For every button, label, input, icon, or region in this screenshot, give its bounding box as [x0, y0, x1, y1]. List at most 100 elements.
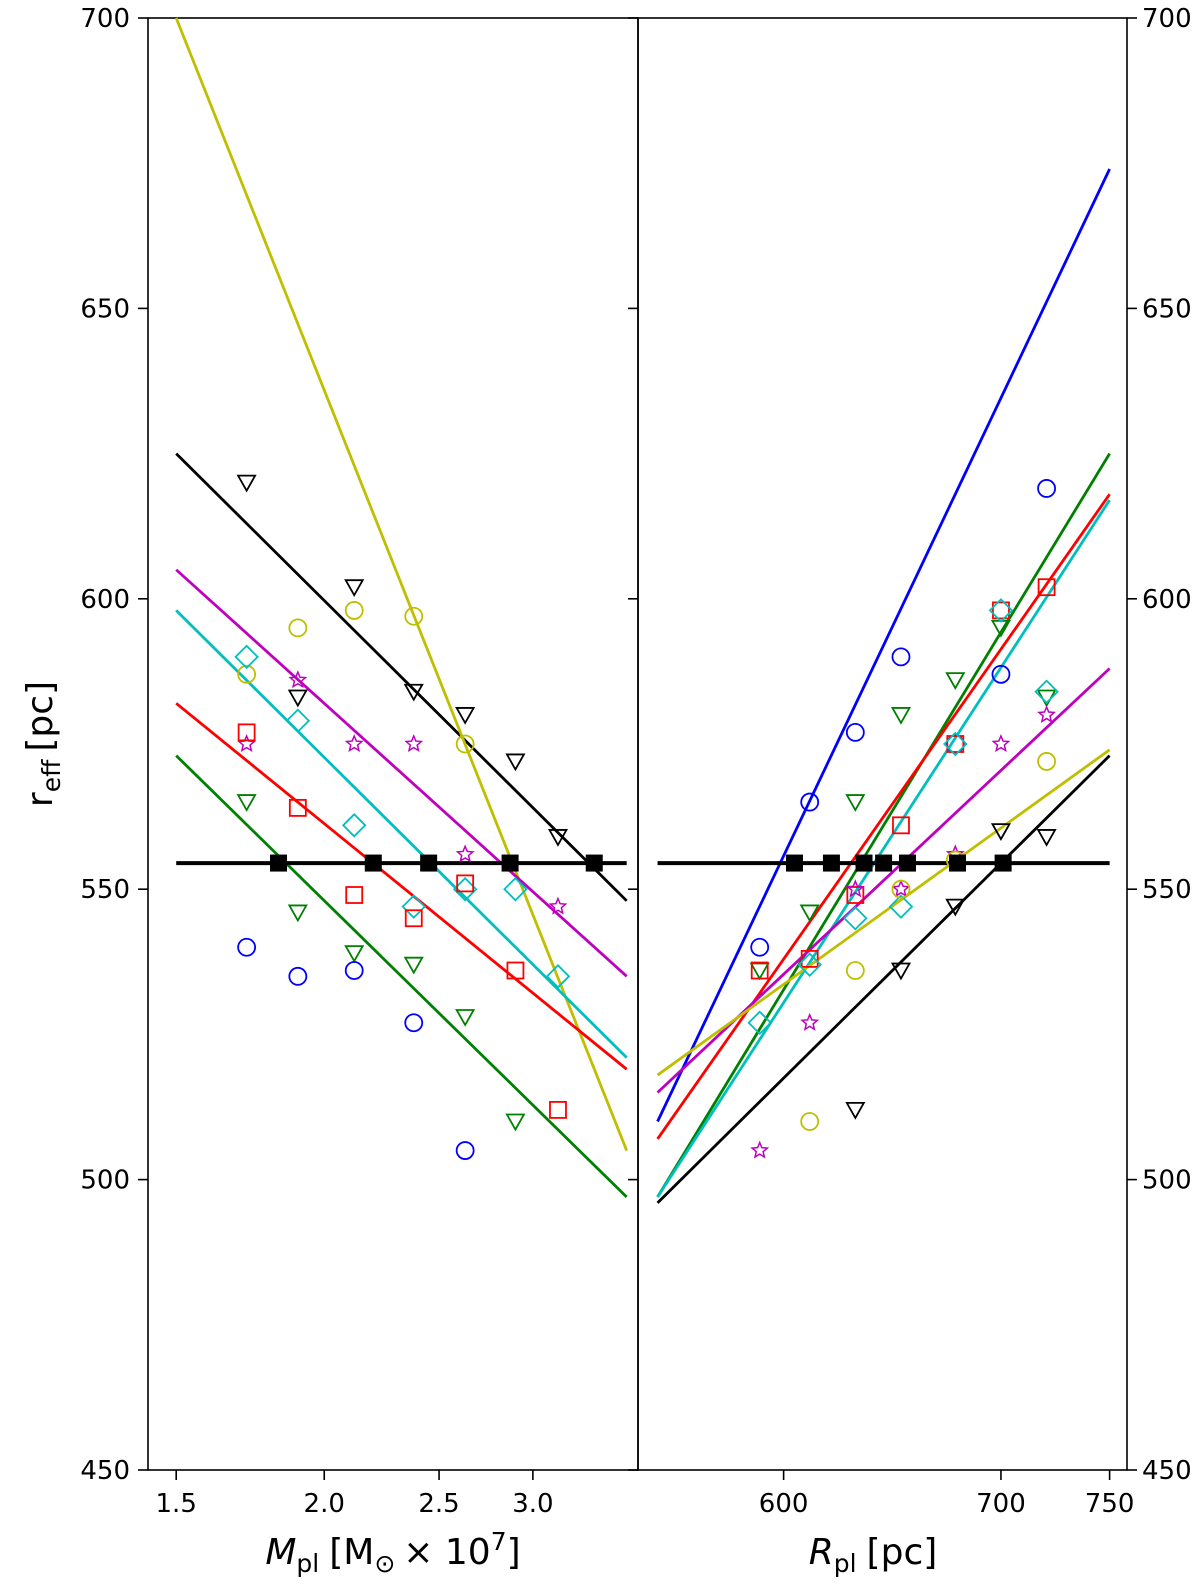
- x-tick-label-right: 700: [976, 1489, 1026, 1519]
- point-magenta-star: [750, 1140, 770, 1159]
- point-black-triangle-down: [455, 707, 476, 725]
- y-axis-label: reff [pc]: [20, 681, 66, 807]
- point-red-square: [456, 874, 475, 893]
- x-label-right-sub: pl: [834, 1549, 857, 1578]
- x-label-left-close: ]: [507, 1532, 521, 1573]
- point-green-triangle-down: [749, 962, 770, 981]
- reference-point-right: [948, 854, 966, 872]
- point-green-triangle-down: [845, 794, 866, 812]
- x-tick-label-left: 3.0: [512, 1489, 553, 1519]
- point-red-square: [992, 601, 1010, 620]
- x-label-left-unit: [M: [329, 1532, 374, 1573]
- reference-point-right: [785, 854, 803, 872]
- point-magenta-star: [288, 670, 308, 689]
- x-tick-label-left: 2.0: [304, 1489, 345, 1519]
- point-yellow-circle: [455, 734, 475, 754]
- y-tick-label-right: 700: [1142, 4, 1192, 34]
- fit-line-magenta: [656, 667, 1111, 1094]
- fit-line-red: [175, 702, 628, 1071]
- point-green-triangle-down: [455, 1009, 476, 1027]
- point-red-square: [846, 886, 865, 904]
- reference-point-left: [364, 854, 382, 872]
- point-black-triangle-down: [945, 898, 966, 917]
- x-label-right: Rpl [pc]: [809, 1532, 938, 1578]
- x-label-left-sun: ⊙: [374, 1549, 395, 1578]
- point-cyan-diamond: [747, 1010, 772, 1036]
- point-blue-circle: [404, 1013, 424, 1033]
- point-cyan-diamond: [988, 598, 1014, 623]
- point-red-square: [750, 961, 769, 980]
- point-red-square: [506, 961, 525, 980]
- y-label-main: r: [20, 792, 61, 807]
- point-cyan-diamond: [943, 731, 968, 757]
- point-red-square: [404, 909, 423, 928]
- point-black-triangle-down: [990, 823, 1011, 841]
- x-tick-label-left: 2.5: [418, 1489, 459, 1519]
- x-label-right-unit: [pc]: [867, 1532, 938, 1573]
- point-black-triangle-down: [403, 683, 424, 702]
- fit-line-red: [656, 493, 1111, 1140]
- point-blue-circle: [991, 664, 1011, 684]
- point-blue-circle: [1037, 479, 1056, 498]
- x-label-left-times: × 10: [403, 1532, 490, 1573]
- axis-ticks: 450 450 500 500 550 550 600 600 650 650 700 700 1.5 2…: [80, 4, 1191, 1519]
- fit-line-magenta: [175, 568, 628, 978]
- point-green-triangle-down: [403, 956, 424, 975]
- x-label-left-main: M: [265, 1532, 296, 1573]
- point-cyan-diamond: [1034, 679, 1059, 705]
- point-yellow-circle: [344, 601, 364, 620]
- point-green-triangle-down: [890, 707, 912, 725]
- x-tick-label-right: 600: [759, 1489, 809, 1519]
- fit-line-black: [175, 452, 628, 902]
- point-green-triangle-down: [799, 904, 820, 923]
- point-black-triangle-down: [890, 962, 912, 981]
- point-yellow-circle: [1037, 752, 1056, 771]
- reference-point-right: [875, 854, 893, 872]
- point-magenta-star: [404, 734, 424, 753]
- reference-point-left: [270, 854, 288, 872]
- y-tick-label-left: 700: [80, 4, 130, 34]
- point-black-triangle-down: [1036, 829, 1057, 847]
- point-cyan-diamond: [234, 644, 259, 670]
- y-tick-label-left: 600: [80, 585, 130, 615]
- fit-line-black: [656, 754, 1111, 1204]
- point-black-triangle-down: [236, 474, 257, 493]
- point-green-triangle-down: [287, 904, 308, 923]
- point-green-triangle-down: [505, 1113, 526, 1132]
- x-tick-label-left: 1.5: [156, 1489, 197, 1519]
- fit-line-green: [656, 452, 1111, 1198]
- point-green-triangle-down: [236, 794, 257, 812]
- reference-point-left: [501, 854, 519, 872]
- y-tick-label-left: 550: [80, 875, 130, 905]
- point-magenta-star: [800, 1012, 820, 1031]
- fit-line-cyan: [656, 499, 1111, 1198]
- right-panel-frame: [637, 17, 1128, 1471]
- point-magenta-star: [237, 734, 257, 753]
- fit-line-yellow: [656, 748, 1111, 1077]
- point-magenta-star: [991, 734, 1011, 753]
- point-black-triangle-down: [505, 753, 526, 772]
- reference-point-right: [855, 854, 873, 872]
- point-yellow-circle: [845, 961, 865, 980]
- point-cyan-diamond: [545, 964, 571, 989]
- point-magenta-star: [548, 896, 568, 915]
- fit-line-cyan: [175, 609, 628, 1059]
- point-red-square: [800, 949, 819, 968]
- point-blue-circle: [800, 792, 820, 812]
- point-red-square: [946, 735, 965, 753]
- y-tick-label-right: 650: [1142, 294, 1192, 324]
- point-blue-circle: [845, 722, 865, 742]
- point-black-triangle-down: [547, 829, 569, 847]
- point-yellow-circle: [800, 1112, 820, 1131]
- y-tick-label-right: 450: [1142, 1456, 1192, 1486]
- point-magenta-star: [1037, 705, 1057, 724]
- reference-point-right: [994, 854, 1012, 872]
- y-tick-label-left: 500: [80, 1166, 130, 1196]
- y-tick-label-right: 550: [1142, 875, 1192, 905]
- plot-points: [234, 474, 1059, 1160]
- x-label-left: Mpl [M⊙ × 107]: [265, 1527, 520, 1578]
- point-magenta-star: [845, 879, 865, 898]
- y-tick-label-right: 500: [1142, 1166, 1192, 1196]
- point-yellow-circle: [237, 664, 257, 684]
